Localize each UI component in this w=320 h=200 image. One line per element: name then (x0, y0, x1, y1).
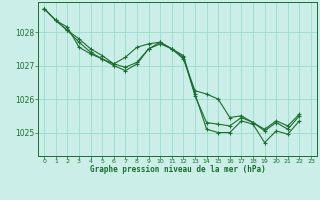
X-axis label: Graphe pression niveau de la mer (hPa): Graphe pression niveau de la mer (hPa) (90, 165, 266, 174)
